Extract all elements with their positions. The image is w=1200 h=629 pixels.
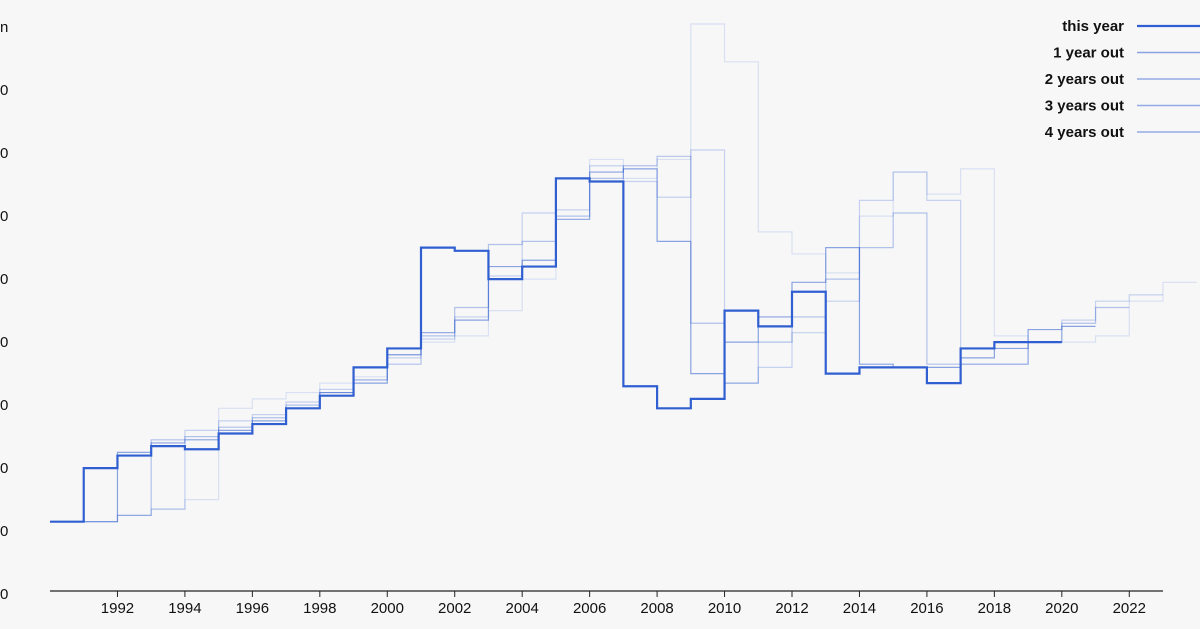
x-tick-label: 2016 bbox=[910, 600, 943, 617]
legend-label-this-year: this year bbox=[1062, 18, 1124, 35]
y-tick-label: 0 bbox=[0, 208, 8, 225]
series-line-2-years-out bbox=[83, 155, 1130, 523]
x-tick-label: 2012 bbox=[775, 600, 808, 617]
y-tick-label: 0 bbox=[0, 145, 8, 162]
series-line-3-years-out bbox=[117, 149, 1163, 516]
y-tick-label: 0 bbox=[0, 460, 8, 477]
x-tick-label: 2014 bbox=[843, 600, 876, 617]
x-tick-label: 2006 bbox=[573, 600, 606, 617]
x-tick-label: 2008 bbox=[640, 600, 673, 617]
series-line-1-year-out bbox=[50, 168, 1096, 523]
y-tick-label: n bbox=[0, 19, 8, 36]
y-tick-label: 0 bbox=[0, 334, 8, 351]
y-tick-label: 0 bbox=[0, 523, 8, 540]
y-tick-label: 0 bbox=[0, 82, 8, 99]
series-line-4-years-out bbox=[151, 23, 1197, 510]
x-tick-label: 1994 bbox=[168, 600, 201, 617]
x-tick-label: 2002 bbox=[438, 600, 471, 617]
legend-label-2-years-out: 2 years out bbox=[1045, 71, 1124, 88]
legend-label-1-year-out: 1 year out bbox=[1053, 45, 1124, 62]
x-axis-ticks: 1992 1994 1996 1998 2000 2002 2004 2006 2008 2010… bbox=[101, 591, 1146, 617]
y-tick-label: 0 bbox=[0, 271, 8, 288]
x-tick-label: 1996 bbox=[236, 600, 269, 617]
legend-label-3-years-out: 3 years out bbox=[1045, 98, 1124, 115]
y-axis-labels: n 0 0 0 0 0 0 0 0 0 bbox=[0, 19, 8, 603]
x-tick-label: 2000 bbox=[371, 600, 404, 617]
x-tick-label: 1998 bbox=[303, 600, 336, 617]
x-tick-label: 2018 bbox=[978, 600, 1011, 617]
legend-label-4-years-out: 4 years out bbox=[1045, 124, 1124, 141]
y-tick-label: 0 bbox=[0, 397, 8, 414]
series-line-this-year bbox=[50, 177, 1062, 523]
legend: this year 1 year out 2 years out 3 years ou… bbox=[1045, 18, 1200, 141]
x-tick-label: 2022 bbox=[1113, 600, 1146, 617]
x-tick-label: 2004 bbox=[505, 600, 538, 617]
series-layer bbox=[50, 23, 1197, 523]
x-tick-label: 2010 bbox=[708, 600, 741, 617]
y-tick-label: 0 bbox=[0, 586, 8, 603]
x-tick-label: 1992 bbox=[101, 600, 134, 617]
x-tick-label: 2020 bbox=[1045, 600, 1078, 617]
